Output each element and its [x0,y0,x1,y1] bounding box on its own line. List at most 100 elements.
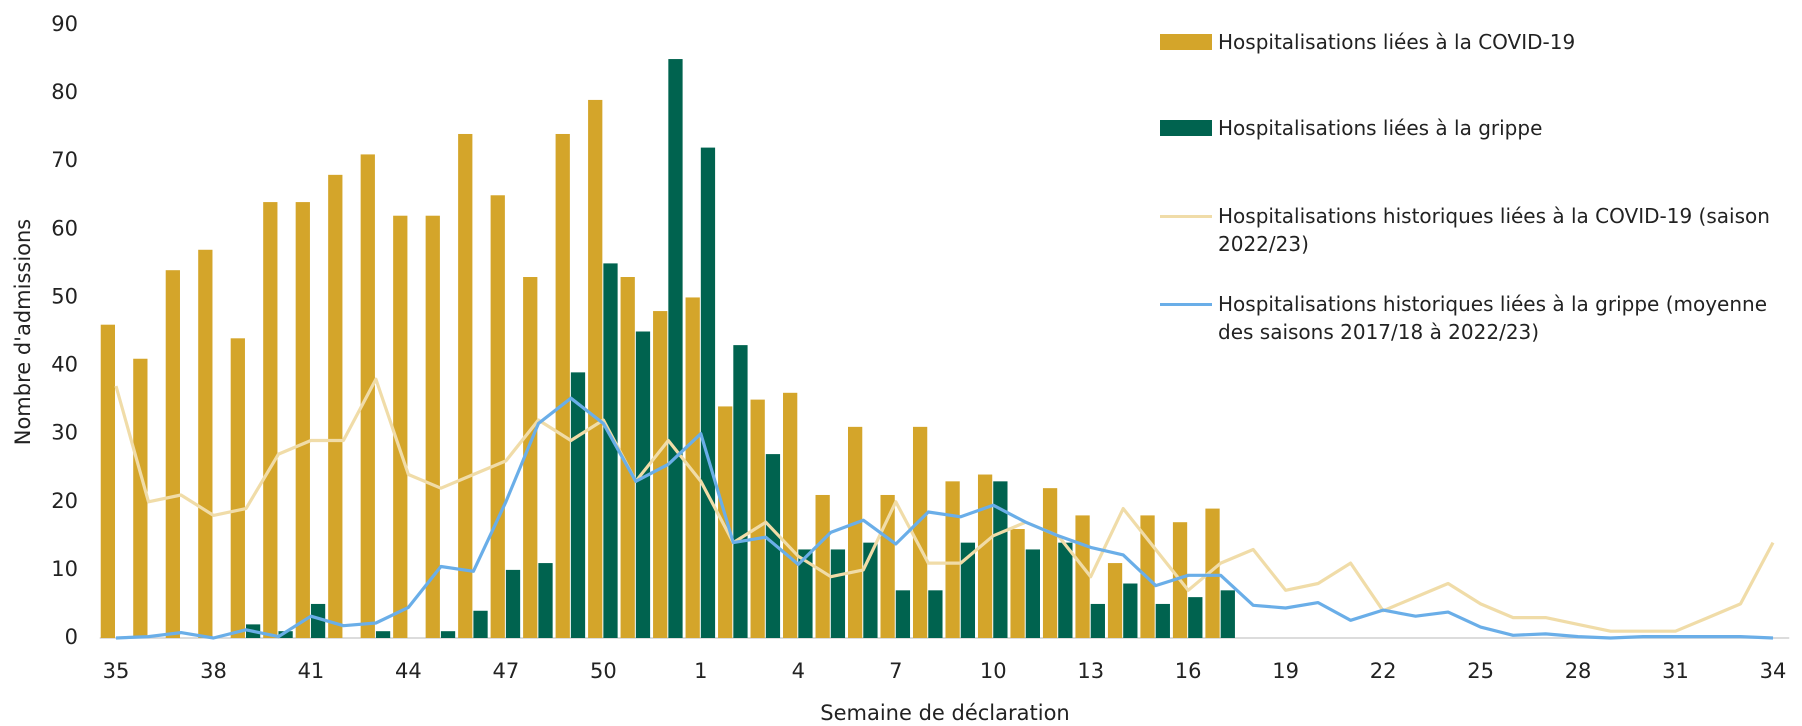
bar [653,311,668,638]
y-tick-label: 10 [51,557,78,581]
legend-item: Hospitalisations historiques liées à la … [1160,202,1800,258]
bar [198,249,213,638]
bar [635,331,651,638]
bar [750,399,765,638]
bar [848,426,863,638]
bar [685,297,700,638]
line [115,396,1774,640]
bar [440,631,456,638]
bar [1090,603,1105,638]
bar [895,590,911,638]
y-axis-title: Nombre d'admissions [11,219,35,446]
bar [700,147,716,638]
bar [912,426,928,638]
bar [880,494,895,638]
x-tick-label: 25 [1467,659,1494,683]
bar [863,542,878,638]
bar [1107,563,1123,638]
bar [815,494,830,638]
y-tick-label: 50 [51,284,78,308]
bar [960,542,976,638]
bar [668,59,683,639]
legend-label: Hospitalisations historiques liées à la … [1218,292,1768,344]
bar [1042,488,1058,638]
x-tick-label: 34 [1760,659,1787,683]
y-tick-label: 90 [51,12,78,36]
x-tick-label: 41 [298,659,325,683]
bar [458,133,473,638]
y-tick-label: 0 [65,625,78,649]
bar [393,215,408,638]
y-tick-label: 80 [51,80,78,104]
x-tick-label: 7 [889,659,902,683]
line [114,377,1775,633]
bar [928,590,943,638]
bar [765,454,781,638]
bar [620,277,635,638]
x-tick-label: 47 [493,659,520,683]
bar [1155,603,1170,638]
bar [1025,549,1040,638]
legend-item: Hospitalisations liées à la COVID-19 [1160,28,1800,56]
x-tick-label: 35 [103,659,130,683]
x-tick-label: 28 [1565,659,1592,683]
bar [473,610,488,638]
bar [733,345,748,638]
bar [603,263,618,638]
bar [490,195,505,638]
x-tick-label: 50 [590,659,617,683]
bar [230,338,245,638]
legend-label: Hospitalisations liées à la COVID-19 [1218,30,1576,54]
bar [310,603,326,638]
x-tick-label: 10 [980,659,1007,683]
legend-label: Hospitalisations historiques liées à la … [1218,204,1770,256]
bar [570,372,586,638]
bar [1205,508,1220,638]
x-tick-label: 16 [1175,659,1202,683]
y-tick-label: 60 [51,216,78,240]
bar [718,406,733,638]
x-tick-label: 19 [1272,659,1299,683]
bar [945,481,960,638]
x-tick-label: 22 [1370,659,1397,683]
bar [1010,529,1025,638]
x-tick-label: 31 [1662,659,1689,683]
bar [523,277,538,638]
bar [538,563,553,638]
legend-swatch [1160,215,1212,218]
bar [830,549,846,638]
bar [295,202,310,639]
bar [278,631,293,638]
bar [165,270,180,638]
bar [263,202,278,639]
legend-swatch [1160,120,1212,136]
bar [100,324,115,638]
x-tick-label: 4 [792,659,805,683]
bar [1220,590,1235,638]
bar [375,631,391,638]
y-tick-label: 30 [51,421,78,445]
x-tick-label: 1 [694,659,707,683]
bar [555,133,570,638]
bar [783,392,798,638]
y-tick-label: 40 [51,353,78,377]
y-tick-label: 20 [51,489,78,513]
bar [993,481,1008,638]
bar [798,549,813,638]
legend-swatch [1160,34,1212,50]
x-tick-label: 38 [200,659,227,683]
bar [1123,583,1138,638]
x-tick-label: 13 [1077,659,1104,683]
legend-item: Hospitalisations historiques liées à la … [1160,290,1800,346]
x-tick-label: 44 [395,659,422,683]
y-tick-label: 70 [51,148,78,172]
bar [133,358,148,638]
x-axis-title: Semaine de déclaration [820,701,1069,725]
legend-item: Hospitalisations liées à la grippe [1160,114,1800,142]
bar [1058,542,1073,638]
bar [505,569,521,638]
legend-swatch [1160,303,1212,306]
bar [328,174,343,638]
